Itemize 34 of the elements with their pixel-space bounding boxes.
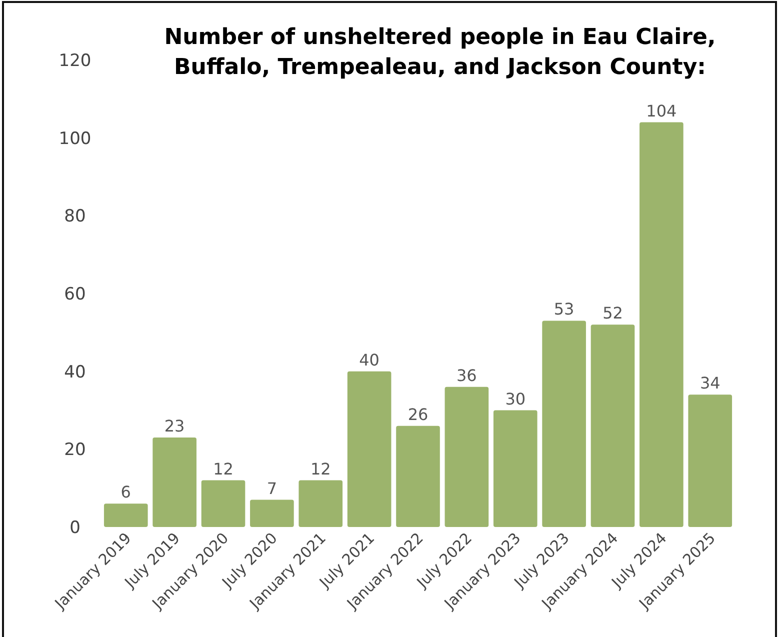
bar [640, 122, 684, 527]
bar [298, 480, 343, 527]
data-label: 34 [700, 374, 720, 393]
data-label: 23 [164, 416, 185, 436]
bar [688, 394, 732, 527]
y-tick-label: 80 [64, 206, 86, 227]
y-tick-label: 40 [64, 362, 86, 382]
bar [444, 386, 489, 527]
bar [590, 324, 635, 527]
data-label: 52 [602, 304, 623, 323]
data-label: 12 [310, 459, 331, 478]
data-label: 30 [505, 389, 526, 408]
bar [493, 410, 538, 527]
data-label: 6 [120, 482, 131, 502]
bar [250, 500, 294, 527]
bar [152, 437, 196, 527]
y-tick-label: 60 [64, 284, 86, 304]
data-label: 12 [213, 459, 234, 478]
y-tick-label: 100 [58, 128, 92, 149]
bar [347, 371, 392, 527]
data-label: 40 [359, 350, 380, 370]
data-label: 7 [266, 478, 278, 498]
bar [396, 426, 440, 527]
y-tick-label: 120 [58, 50, 92, 71]
bar [542, 320, 586, 527]
data-label: 26 [408, 404, 428, 424]
data-label: 36 [456, 366, 477, 385]
chart-title: Number of unsheltered people in Eau Claire, Buffalo, Trempealeau, and Jackson County: [164, 25, 716, 80]
data-label: 53 [554, 300, 574, 319]
bar [201, 480, 246, 527]
y-tick-label: 0 [70, 518, 80, 538]
y-tick-label: 20 [64, 440, 86, 460]
data-label: 104 [646, 101, 677, 120]
bar [104, 504, 148, 527]
